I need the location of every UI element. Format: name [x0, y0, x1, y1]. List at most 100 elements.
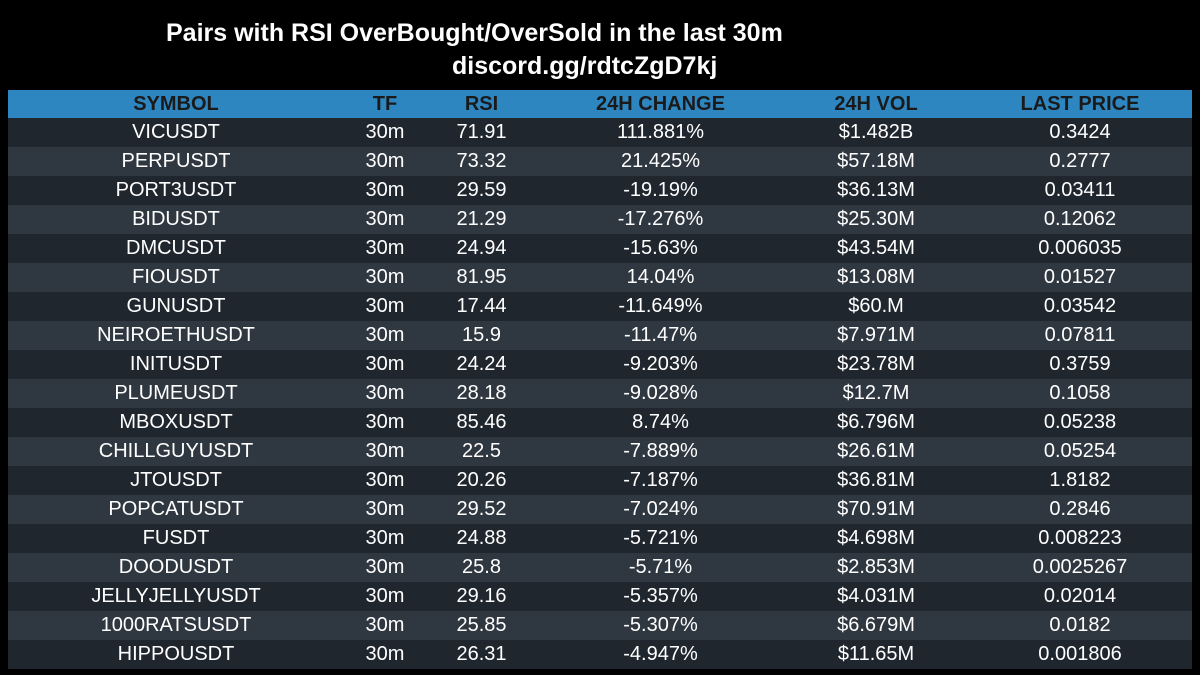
- table-row[interactable]: MBOXUSDT 30m 85.46 8.74% $6.796M 0.05238: [8, 408, 1192, 437]
- cell-volume: $36.81M: [784, 466, 968, 495]
- cell-rsi: 24.88: [426, 524, 537, 553]
- rsi-pairs-table: SYMBOL TF RSI 24H CHANGE 24H VOL LAST PR…: [8, 90, 1192, 669]
- cell-price: 1.8182: [968, 466, 1192, 495]
- cell-tf: 30m: [344, 292, 426, 321]
- table-row[interactable]: PLUMEUSDT 30m 28.18 -9.028% $12.7M 0.1058: [8, 379, 1192, 408]
- cell-tf: 30m: [344, 611, 426, 640]
- cell-tf: 30m: [344, 321, 426, 350]
- table-row[interactable]: PERPUSDT 30m 73.32 21.425% $57.18M 0.2777: [8, 147, 1192, 176]
- cell-change: 14.04%: [537, 263, 784, 292]
- table-body: VICUSDT 30m 71.91 111.881% $1.482B 0.3424 PERP…: [8, 118, 1192, 669]
- cell-symbol: PERPUSDT: [8, 147, 344, 176]
- cell-tf: 30m: [344, 118, 426, 147]
- cell-price: 0.006035: [968, 234, 1192, 263]
- cell-tf: 30m: [344, 466, 426, 495]
- cell-price: 0.0025267: [968, 553, 1192, 582]
- cell-change: 111.881%: [537, 118, 784, 147]
- column-header-rsi[interactable]: RSI: [426, 90, 537, 118]
- cell-symbol: HIPPOUSDT: [8, 640, 344, 669]
- cell-rsi: 20.26: [426, 466, 537, 495]
- cell-symbol: CHILLGUYUSDT: [8, 437, 344, 466]
- cell-rsi: 17.44: [426, 292, 537, 321]
- table-row[interactable]: JTOUSDT 30m 20.26 -7.187% $36.81M 1.8182: [8, 466, 1192, 495]
- cell-symbol: FUSDT: [8, 524, 344, 553]
- table-row[interactable]: POPCATUSDT 30m 29.52 -7.024% $70.91M 0.2846: [8, 495, 1192, 524]
- table-row[interactable]: BIDUSDT 30m 21.29 -17.276% $25.30M 0.12062: [8, 205, 1192, 234]
- cell-rsi: 71.91: [426, 118, 537, 147]
- cell-change: 8.74%: [537, 408, 784, 437]
- cell-volume: $36.13M: [784, 176, 968, 205]
- cell-volume: $2.853M: [784, 553, 968, 582]
- cell-volume: $1.482B: [784, 118, 968, 147]
- column-header-last-price[interactable]: LAST PRICE: [968, 90, 1192, 118]
- cell-price: 0.3759: [968, 350, 1192, 379]
- column-header-symbol[interactable]: SYMBOL: [8, 90, 344, 118]
- cell-volume: $6.679M: [784, 611, 968, 640]
- cell-price: 0.01527: [968, 263, 1192, 292]
- cell-price: 0.05254: [968, 437, 1192, 466]
- cell-change: -5.307%: [537, 611, 784, 640]
- cell-tf: 30m: [344, 495, 426, 524]
- table-row[interactable]: CHILLGUYUSDT 30m 22.5 -7.889% $26.61M 0.05254: [8, 437, 1192, 466]
- cell-rsi: 25.8: [426, 553, 537, 582]
- cell-rsi: 28.18: [426, 379, 537, 408]
- cell-symbol: POPCATUSDT: [8, 495, 344, 524]
- cell-change: -17.276%: [537, 205, 784, 234]
- cell-price: 0.05238: [968, 408, 1192, 437]
- cell-change: -9.203%: [537, 350, 784, 379]
- cell-tf: 30m: [344, 582, 426, 611]
- cell-rsi: 15.9: [426, 321, 537, 350]
- table-row[interactable]: FUSDT 30m 24.88 -5.721% $4.698M 0.008223: [8, 524, 1192, 553]
- cell-rsi: 26.31: [426, 640, 537, 669]
- cell-change: -5.71%: [537, 553, 784, 582]
- cell-change: -9.028%: [537, 379, 784, 408]
- table-row[interactable]: JELLYJELLYUSDT 30m 29.16 -5.357% $4.031M 0.02…: [8, 582, 1192, 611]
- table-row[interactable]: GUNUSDT 30m 17.44 -11.649% $60.M 0.03542: [8, 292, 1192, 321]
- cell-price: 0.2777: [968, 147, 1192, 176]
- table-row[interactable]: PORT3USDT 30m 29.59 -19.19% $36.13M 0.03411: [8, 176, 1192, 205]
- cell-volume: $13.08M: [784, 263, 968, 292]
- column-header-24h-vol[interactable]: 24H VOL: [784, 90, 968, 118]
- cell-symbol: NEIROETHUSDT: [8, 321, 344, 350]
- table-row[interactable]: VICUSDT 30m 71.91 111.881% $1.482B 0.3424: [8, 118, 1192, 147]
- cell-price: 0.02014: [968, 582, 1192, 611]
- cell-symbol: MBOXUSDT: [8, 408, 344, 437]
- cell-tf: 30m: [344, 234, 426, 263]
- page-title: Pairs with RSI OverBought/OverSold in th…: [166, 19, 783, 47]
- cell-change: -5.721%: [537, 524, 784, 553]
- cell-volume: $23.78M: [784, 350, 968, 379]
- table-row[interactable]: HIPPOUSDT 30m 26.31 -4.947% $11.65M 0.001806: [8, 640, 1192, 669]
- cell-volume: $57.18M: [784, 147, 968, 176]
- cell-rsi: 22.5: [426, 437, 537, 466]
- cell-change: -7.889%: [537, 437, 784, 466]
- cell-change: -4.947%: [537, 640, 784, 669]
- column-header-tf[interactable]: TF: [344, 90, 426, 118]
- cell-volume: $26.61M: [784, 437, 968, 466]
- column-header-24h-change[interactable]: 24H CHANGE: [537, 90, 784, 118]
- cell-volume: $4.031M: [784, 582, 968, 611]
- cell-tf: 30m: [344, 379, 426, 408]
- cell-volume: $12.7M: [784, 379, 968, 408]
- table-row[interactable]: DMCUSDT 30m 24.94 -15.63% $43.54M 0.006035: [8, 234, 1192, 263]
- cell-price: 0.001806: [968, 640, 1192, 669]
- cell-volume: $25.30M: [784, 205, 968, 234]
- cell-tf: 30m: [344, 553, 426, 582]
- cell-rsi: 25.85: [426, 611, 537, 640]
- cell-change: 21.425%: [537, 147, 784, 176]
- cell-volume: $11.65M: [784, 640, 968, 669]
- cell-price: 0.008223: [968, 524, 1192, 553]
- cell-price: 0.03542: [968, 292, 1192, 321]
- cell-price: 0.07811: [968, 321, 1192, 350]
- cell-rsi: 85.46: [426, 408, 537, 437]
- cell-price: 0.12062: [968, 205, 1192, 234]
- table-row[interactable]: 1000RATSUSDT 30m 25.85 -5.307% $6.679M 0.0182: [8, 611, 1192, 640]
- table-row[interactable]: FIOUSDT 30m 81.95 14.04% $13.08M 0.01527: [8, 263, 1192, 292]
- table-row[interactable]: DOODUSDT 30m 25.8 -5.71% $2.853M 0.0025267: [8, 553, 1192, 582]
- cell-change: -5.357%: [537, 582, 784, 611]
- table-row[interactable]: NEIROETHUSDT 30m 15.9 -11.47% $7.971M 0.07811: [8, 321, 1192, 350]
- table-row[interactable]: INITUSDT 30m 24.24 -9.203% $23.78M 0.3759: [8, 350, 1192, 379]
- cell-rsi: 29.59: [426, 176, 537, 205]
- discord-link[interactable]: discord.gg/rdtcZgD7kj: [452, 52, 718, 80]
- cell-rsi: 24.94: [426, 234, 537, 263]
- cell-symbol: PORT3USDT: [8, 176, 344, 205]
